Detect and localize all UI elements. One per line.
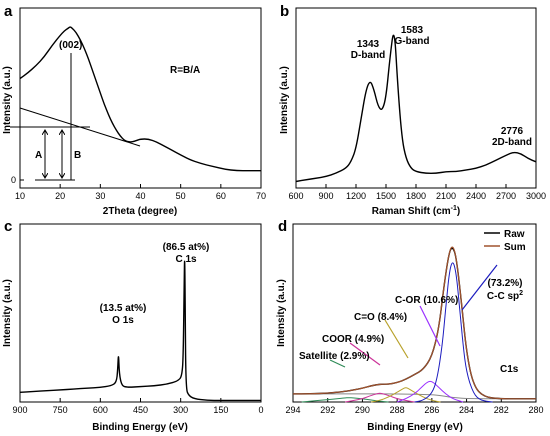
y-axis-label-b: Intensity (a.u.)	[279, 66, 290, 134]
raman-curve	[295, 34, 537, 183]
x-tick-label-d-6: 282	[494, 405, 509, 415]
x-tick-label-a-1: 20	[55, 191, 65, 201]
x-tick-label-c-0: 900	[12, 405, 27, 415]
leader-coor	[349, 342, 381, 366]
x-tick-label-c-2: 600	[93, 405, 108, 415]
x-tick-label-a-2: 30	[95, 191, 105, 201]
annotation-o1s-percent: (13.5 at%)	[100, 303, 147, 314]
construction-lines-a	[10, 53, 141, 181]
leader-satellite	[329, 359, 346, 368]
annotation-d-band-name: D-band	[351, 50, 385, 61]
annotation-c-c-percent: (73.2%)	[487, 278, 522, 289]
background-curve	[292, 393, 536, 400]
annotation-c-or: C-OR (10.6%)	[395, 295, 458, 306]
legend: Raw Sum	[484, 229, 526, 253]
ticks-c: 900 750 600 450 300 150 0	[12, 398, 264, 415]
panel-a: a 10 20 30 40 50 60 70 0 (002) R=B/A A B 2Theta…	[2, 3, 266, 217]
x-tick-label-d-1: 292	[320, 405, 335, 415]
x-axis-label-c: Binding Energy (eV)	[92, 422, 188, 433]
annotation-2d-band-value: 2776	[501, 126, 524, 137]
x-tick-label-d-5: 284	[459, 405, 474, 415]
panel-d: d 294 292 290 288 286 284 282 280 Raw Sum (73.2…	[276, 218, 544, 433]
ticks-d: 294 292 290 288 286 284 282 280	[285, 398, 544, 415]
y-tick-label-a-0: 0	[11, 175, 16, 185]
annotation-c1s-name: C 1s	[175, 254, 197, 265]
annotation-coor: COOR (4.9%)	[322, 334, 384, 345]
x-tick-label-c-6: 0	[258, 405, 263, 415]
x-tick-label-d-2: 290	[355, 405, 370, 415]
raw-curve	[292, 247, 536, 400]
x-tick-label-a-0: 10	[15, 191, 25, 201]
x-tick-label-a-4: 50	[176, 191, 186, 201]
coor-component-curve	[345, 392, 415, 403]
annotation-a: A	[35, 150, 42, 161]
x-tick-label-b-6: 2400	[466, 191, 486, 201]
sum-curve	[292, 246, 536, 400]
panel-label-a: a	[4, 3, 13, 20]
x-tick-label-b-8: 3000	[526, 191, 546, 201]
annotation-c1s: C1s	[500, 364, 519, 375]
annotation-2d-band-name: 2D-band	[492, 137, 532, 148]
annotation-o1s-name: O 1s	[112, 315, 134, 326]
panel-c: c 900 750 600 450 300 150 0 (86.5 at%) C 1s (1…	[2, 218, 264, 433]
leader-c-or	[419, 305, 441, 347]
y-axis-label-a: Intensity (a.u.)	[2, 66, 13, 134]
x-tick-label-a-6: 70	[256, 191, 266, 201]
panel-label-d: d	[278, 218, 287, 235]
annotation-ratio: R=B/A	[170, 65, 200, 76]
x-tick-label-c-1: 750	[53, 405, 68, 415]
x-axis-label-b: Raman Shift (cm-1)	[372, 205, 460, 217]
x-tick-label-b-5: 2100	[436, 191, 456, 201]
x-tick-label-d-7: 280	[528, 405, 543, 415]
x-tick-label-a-5: 60	[216, 191, 226, 201]
ticks-a: 10 20 30 40 50 60 70 0	[11, 175, 266, 201]
c-c-sp2-component-curve	[414, 262, 493, 403]
x-tick-label-b-2: 1200	[346, 191, 366, 201]
x-tick-label-d-4: 286	[424, 405, 439, 415]
panel-b: b 600 900 1200 1500 1800 2100 2400 2700 3000 134…	[279, 3, 546, 217]
x-axis-label-d: Binding Energy (eV)	[367, 422, 463, 433]
xps-survey-curve	[19, 260, 261, 402]
annotation-002: (002)	[59, 40, 82, 51]
x-tick-label-b-4: 1800	[406, 191, 426, 201]
y-axis-label-d: Intensity (a.u.)	[276, 279, 287, 347]
annotation-c-c-name: C-C sp2	[487, 290, 523, 302]
x-tick-label-b-0: 600	[288, 191, 303, 201]
annotation-c1s-percent: (86.5 at%)	[163, 242, 210, 253]
annotation-d-band-value: 1343	[357, 39, 380, 50]
annotation-g-band-name: G-band	[395, 36, 430, 47]
x-tick-label-c-5: 150	[213, 405, 228, 415]
satellite-component-curve	[301, 397, 389, 403]
y-axis-label-c: Intensity (a.u.)	[2, 279, 13, 347]
c-o-component-curve	[371, 387, 441, 403]
annotation-g-band-value: 1583	[401, 25, 424, 36]
xrd-curve	[19, 26, 261, 172]
x-tick-label-d-3: 288	[390, 405, 405, 415]
panel-label-c: c	[4, 218, 12, 235]
plot-frame-a	[19, 7, 262, 189]
annotation-c-o: C=O (8.4%)	[354, 312, 407, 323]
legend-label-sum: Sum	[504, 242, 526, 253]
leader-c-c-sp2	[461, 264, 498, 311]
x-tick-label-b-1: 900	[318, 191, 333, 201]
x-tick-label-b-7: 2700	[496, 191, 516, 201]
annotation-b: B	[74, 150, 81, 161]
leader-c-o	[384, 319, 409, 359]
x-tick-label-d-0: 294	[285, 405, 300, 415]
ticks-b: 600 900 1200 1500 1800 2100 2400 2700 3000	[288, 184, 546, 201]
c-or-component-curve	[396, 380, 464, 403]
panel-label-b: b	[280, 3, 289, 20]
legend-label-raw: Raw	[504, 229, 525, 240]
x-tick-label-a-3: 40	[135, 191, 145, 201]
x-tick-label-b-3: 1500	[376, 191, 396, 201]
x-tick-label-c-4: 300	[173, 405, 188, 415]
annotation-satellite: Satellite (2.9%)	[299, 351, 370, 362]
x-axis-label-a: 2Theta (degree)	[103, 206, 177, 217]
x-tick-label-c-3: 450	[133, 405, 148, 415]
